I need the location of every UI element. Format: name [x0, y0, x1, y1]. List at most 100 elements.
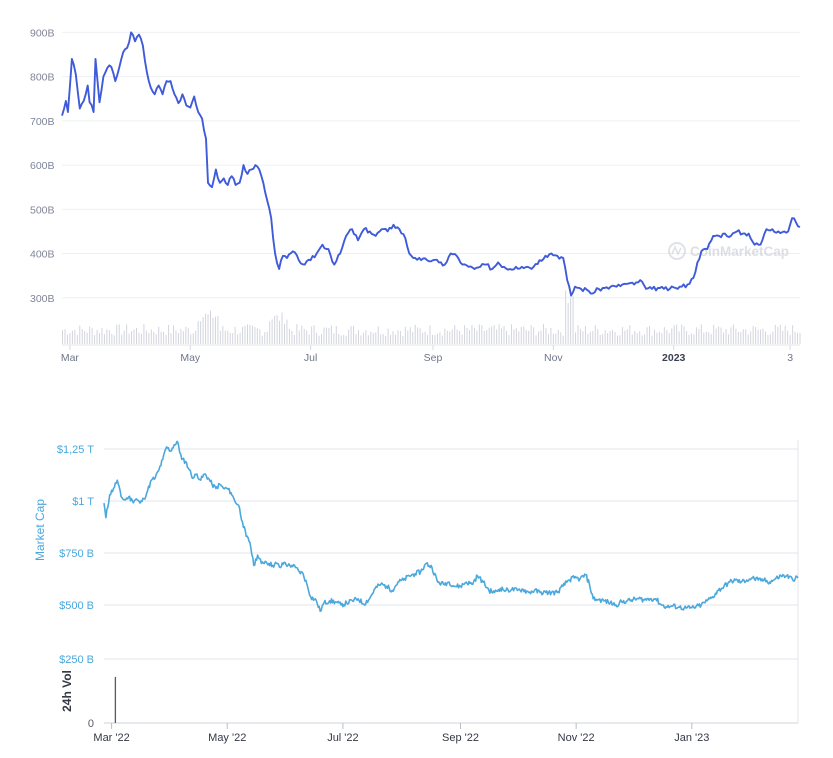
- volume-bar: [232, 333, 234, 344]
- volume-bar: [708, 332, 710, 344]
- volume-bar: [762, 328, 764, 344]
- x-tick-label: Mar '22: [93, 732, 129, 744]
- volume-bar: [673, 325, 675, 344]
- volume-bar: [200, 321, 202, 344]
- x-tick-label: Nov '22: [558, 732, 595, 744]
- volume-bar: [582, 331, 584, 344]
- volume-bar: [163, 331, 165, 344]
- volume-bar: [279, 320, 281, 344]
- volume-bar: [219, 330, 221, 344]
- volume-bar: [76, 335, 78, 344]
- volume-bar: [579, 328, 581, 344]
- volume-bar: [348, 329, 350, 344]
- market-cap-chart-top: 300B 400B 500B 600B 700B 800B 900B Mar May Jul Sep…: [30, 27, 801, 364]
- volume-bar: [74, 329, 76, 344]
- volume-bar: [131, 330, 133, 344]
- volume-bar: [668, 333, 670, 344]
- volume-bar: [197, 320, 199, 344]
- volume-bar: [555, 333, 557, 344]
- volume-bar: [446, 330, 448, 344]
- volume-bar: [562, 335, 564, 344]
- volume-bar: [390, 334, 392, 344]
- volume-bar: [616, 335, 618, 344]
- volume-bar: [414, 324, 416, 344]
- volume-bar: [256, 328, 258, 344]
- volume-bar: [148, 333, 150, 344]
- y-tick-label: $1 T: [72, 496, 94, 508]
- volume-bar: [592, 330, 594, 344]
- volume-bar: [476, 330, 478, 344]
- volume-bar: [382, 334, 384, 344]
- volume-bar: [456, 329, 458, 344]
- volume-bar: [782, 330, 784, 344]
- volume-bar: [718, 326, 720, 344]
- volume-bar: [399, 331, 401, 344]
- volume-bar: [172, 325, 174, 344]
- volume-bar: [466, 328, 468, 344]
- volume-bar: [705, 331, 707, 344]
- volume-bar: [86, 332, 88, 344]
- volume-bar: [296, 324, 298, 344]
- volume-bar: [133, 329, 135, 344]
- volume-bar: [725, 328, 727, 344]
- volume-bar: [774, 324, 776, 344]
- volume-bar: [666, 330, 668, 344]
- x-tick-label: Mar: [61, 352, 80, 364]
- volume-bar: [686, 331, 688, 344]
- x-tick-label: Sep '22: [442, 732, 479, 744]
- volume-bar: [789, 334, 791, 344]
- volume-bar: [318, 335, 320, 344]
- volume-bar: [565, 290, 567, 344]
- volume-bar: [303, 328, 305, 344]
- volume-bar: [769, 334, 771, 344]
- volume-bar: [550, 327, 552, 344]
- volume-bar: [293, 334, 295, 344]
- volume-bar: [545, 328, 547, 344]
- volume-bar: [185, 326, 187, 344]
- volume-bar: [587, 333, 589, 344]
- volume-bar: [560, 332, 562, 344]
- volume-bar: [732, 324, 734, 344]
- y-tick-label: 600B: [30, 160, 55, 172]
- volume-bar: [742, 329, 744, 344]
- volume-bar: [570, 297, 572, 344]
- volume-bar: [251, 325, 253, 344]
- volume-bar: [540, 330, 542, 344]
- volume-bar: [71, 330, 73, 344]
- volume-bar: [690, 333, 692, 344]
- y-tick-label: $1,25 T: [57, 444, 94, 456]
- volume-bar: [575, 332, 577, 344]
- volume-bar: [542, 324, 544, 344]
- volume-bar: [688, 334, 690, 344]
- volume-bar: [740, 331, 742, 344]
- volume-bar: [377, 326, 379, 344]
- volume-bar: [491, 326, 493, 344]
- volume-bar: [98, 333, 100, 344]
- y-tick-label: 800B: [30, 72, 55, 84]
- volume-bar: [207, 314, 209, 344]
- volume-bar: [160, 331, 162, 344]
- volume-bar: [444, 328, 446, 344]
- volume-bar: [676, 324, 678, 344]
- volume-bar: [254, 327, 256, 344]
- volume-bar: [145, 330, 147, 344]
- volume-bar: [212, 318, 214, 344]
- volume-bar: [89, 326, 91, 344]
- vol-tick-label: 0: [88, 718, 94, 730]
- volume-bar: [177, 333, 179, 344]
- watermark-text: CoinMarketCap: [690, 244, 789, 259]
- volume-bar: [671, 328, 673, 344]
- volume-bar: [760, 329, 762, 344]
- volume-bar: [755, 327, 757, 344]
- volume-bar: [96, 330, 98, 344]
- volume-bar: [64, 329, 66, 344]
- volume-bar: [757, 329, 759, 344]
- volume-bar: [636, 333, 638, 344]
- volume-bar: [407, 330, 409, 344]
- volume-bar: [656, 332, 658, 344]
- volume-bar: [111, 333, 113, 344]
- volume-bar: [695, 327, 697, 344]
- volume-bar: [641, 335, 643, 344]
- volume-bar: [710, 334, 712, 344]
- volume-bar: [360, 335, 362, 344]
